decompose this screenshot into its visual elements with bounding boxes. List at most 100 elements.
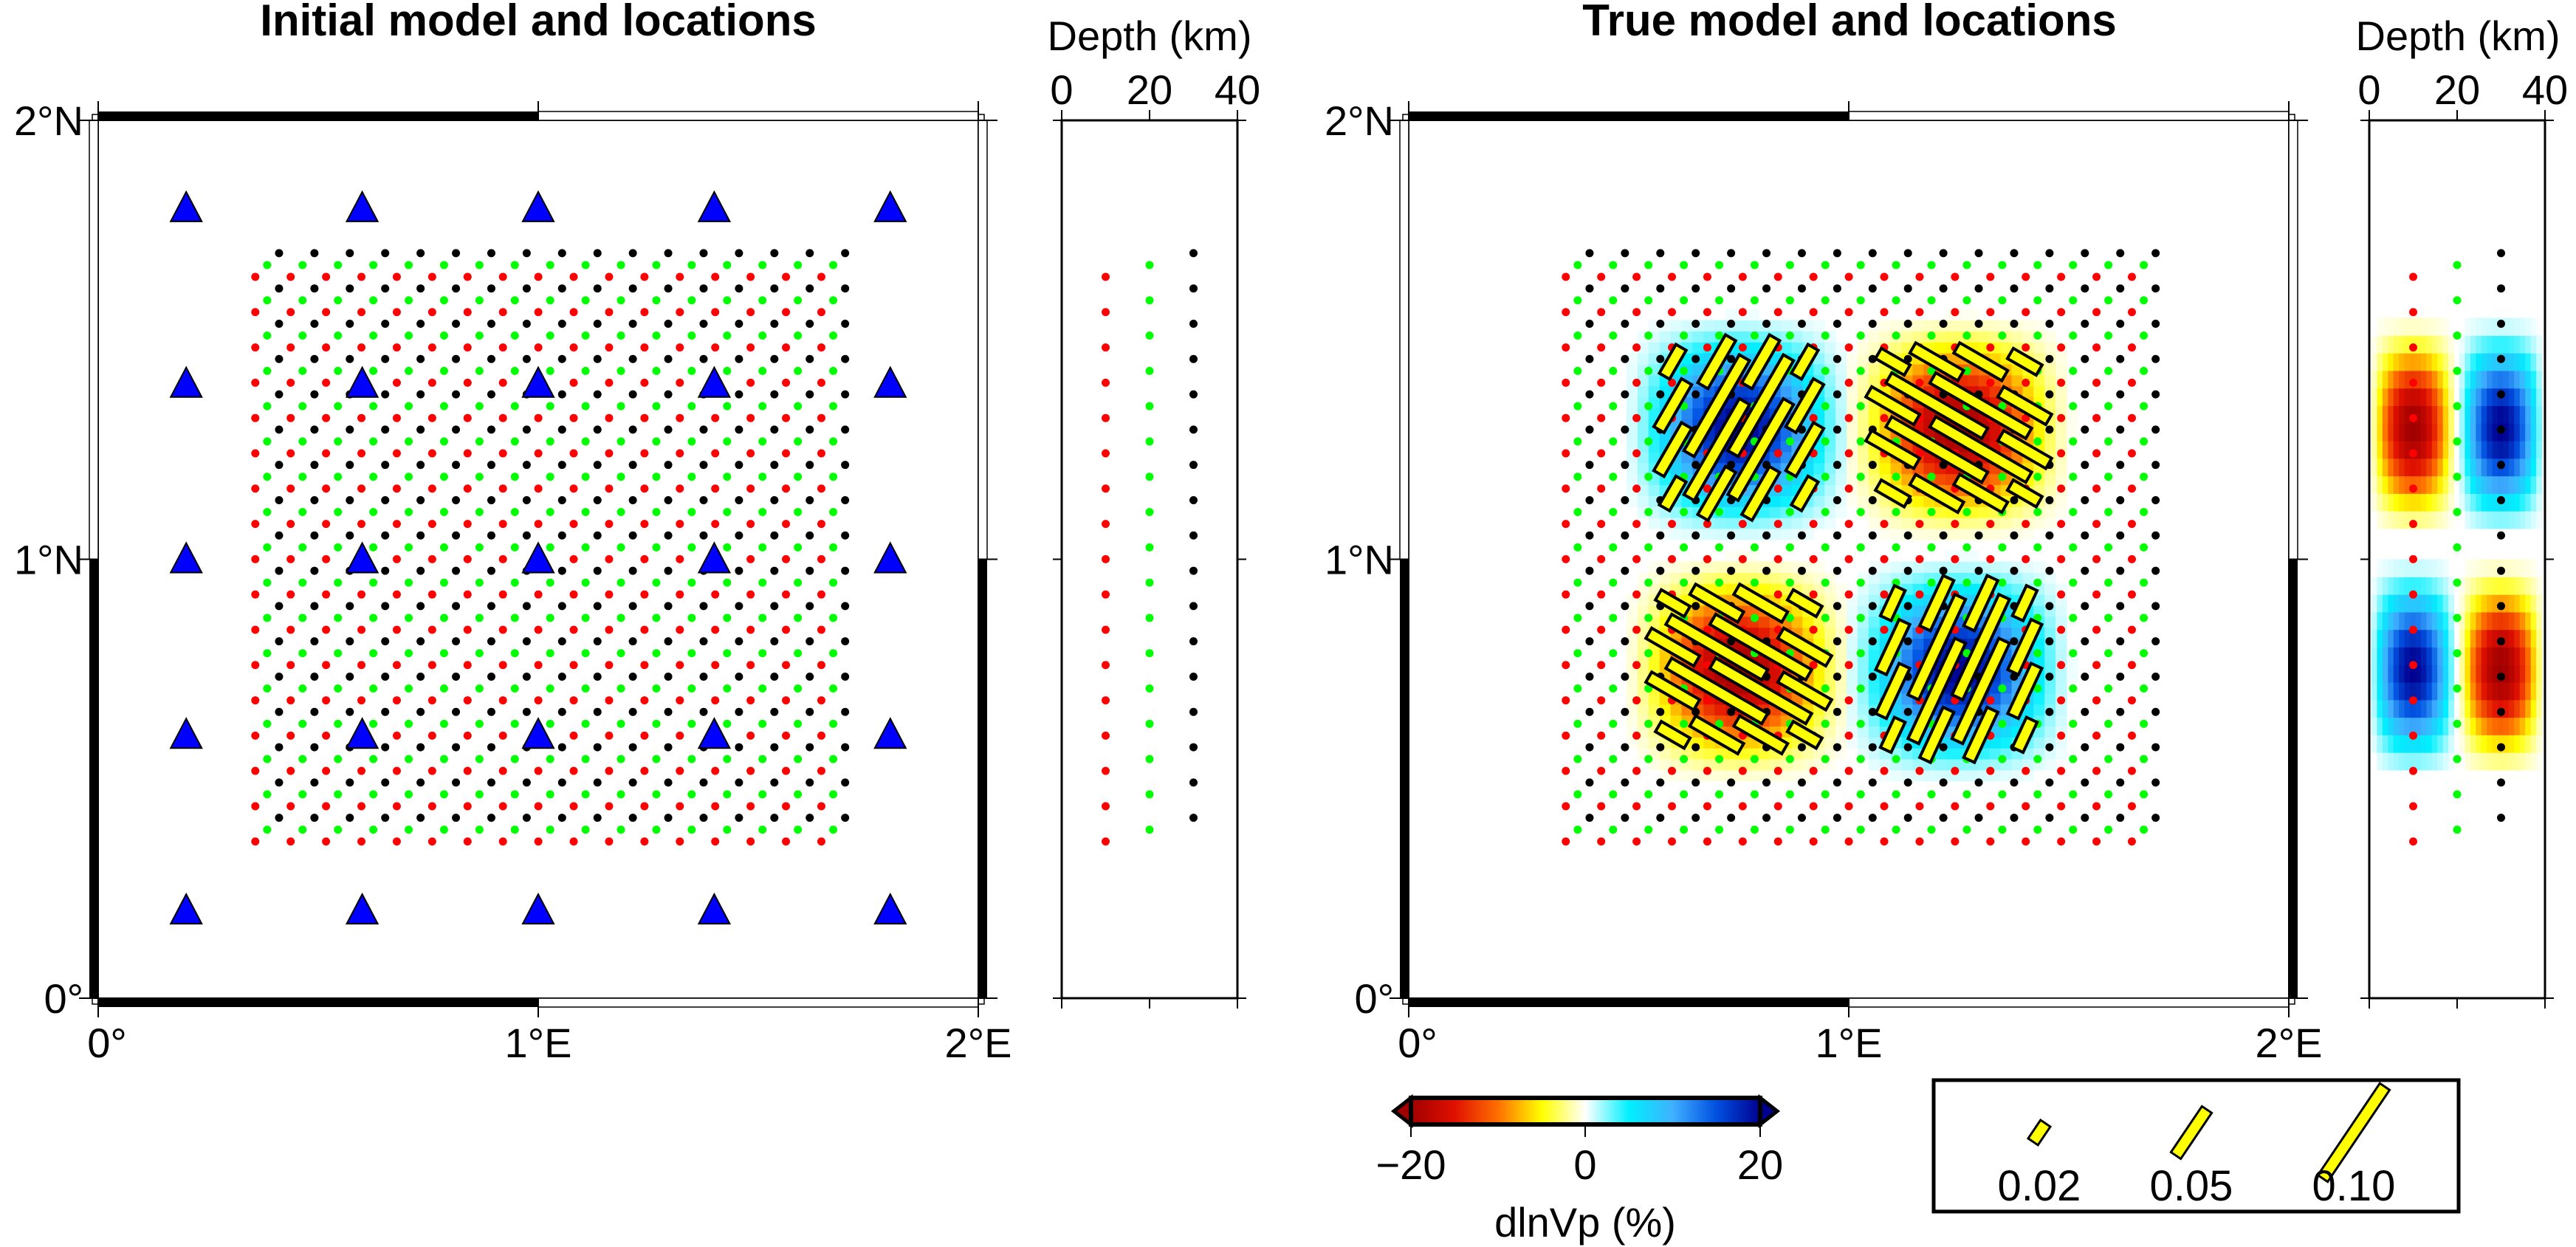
event-red-dot	[782, 378, 791, 387]
event-black-dot	[806, 425, 814, 434]
depth-model-cell	[2508, 647, 2515, 665]
event-red-dot	[322, 554, 331, 563]
event-black-dot	[1903, 743, 1912, 752]
depth-model-cell	[2508, 317, 2515, 336]
depth-model-cell	[2498, 511, 2504, 529]
depth-model-cell	[2498, 335, 2504, 354]
model-cell	[2067, 408, 2078, 419]
left-depth-tick-label: 40	[1215, 66, 1260, 113]
event-green-dot	[1644, 719, 1653, 728]
event-black-dot	[1621, 637, 1629, 646]
depth-model-cell	[2514, 335, 2521, 354]
model-cell	[1912, 605, 1924, 617]
event-black-dot	[699, 461, 708, 470]
depth-model-cell	[2431, 388, 2438, 407]
depth-model-cell	[2492, 717, 2498, 735]
event-red-dot	[1880, 413, 1889, 422]
event-red-dot	[251, 378, 260, 387]
depth-event-black-dot	[2497, 602, 2505, 611]
event-red-dot	[1986, 343, 1995, 352]
depth-model-cell	[2487, 681, 2493, 701]
event-red-dot	[817, 696, 825, 705]
model-cell	[1824, 726, 1836, 738]
anisotropy-bar	[1663, 656, 1770, 726]
event-red-dot	[711, 520, 720, 529]
event-green-dot	[2069, 684, 2078, 693]
depth-model-cell	[2503, 458, 2510, 477]
legend-label-1: 0.05	[2150, 1162, 2233, 1210]
depth-model-cell	[2377, 370, 2383, 389]
depth-model-cell	[2442, 559, 2449, 577]
event-green-dot	[758, 790, 767, 799]
anisotropy-bar	[1663, 612, 1770, 682]
event-red-dot	[782, 766, 791, 775]
event-green-dot	[1998, 296, 2007, 305]
model-cell	[1692, 363, 1704, 376]
event-black-dot	[487, 390, 495, 399]
event-green-dot	[1644, 473, 1653, 481]
depth-model-cell	[2437, 317, 2444, 336]
event-red-dot	[1951, 554, 1960, 563]
event-black-dot	[1621, 390, 1629, 399]
depth-model-cell	[2508, 611, 2515, 631]
depth-model-cell	[2437, 577, 2444, 595]
event-black-dot	[452, 778, 461, 787]
legend-bar-0.02	[2026, 1119, 2053, 1147]
model-cell	[1912, 572, 1924, 584]
depth-model-cell	[2431, 423, 2438, 442]
depth-model-cell	[2519, 493, 2526, 512]
event-green-dot	[687, 578, 696, 587]
model-cell	[1989, 331, 2002, 343]
event-red-dot	[1880, 802, 1889, 811]
depth-model-cell	[2410, 647, 2417, 665]
depth-model-cell	[2437, 681, 2444, 701]
event-green-dot	[1785, 755, 1794, 763]
model-cell	[1692, 518, 1704, 529]
event-black-dot	[2081, 814, 2089, 822]
event-black-dot	[2081, 672, 2089, 681]
event-black-dot	[416, 637, 425, 646]
event-green-dot	[475, 649, 484, 658]
event-green-dot	[581, 614, 590, 622]
event-red-dot	[322, 766, 331, 775]
event-green-dot	[369, 649, 378, 658]
event-green-dot	[439, 614, 448, 622]
event-green-dot	[1962, 578, 1971, 587]
depth-event-black-dot	[1189, 284, 1198, 293]
depth-model-cell	[2476, 752, 2482, 771]
event-green-dot	[829, 614, 838, 622]
depth-model-cell	[2420, 317, 2427, 336]
depth-model-cell	[2393, 370, 2400, 389]
event-green-dot	[829, 719, 838, 728]
depth-model-cell	[2426, 577, 2433, 595]
event-red-dot	[286, 766, 295, 775]
depth-model-cell	[2410, 681, 2417, 701]
depth-model-cell	[2377, 717, 2383, 735]
event-black-dot	[1727, 778, 1736, 787]
depth-model-cell	[2426, 699, 2433, 718]
depth-model-cell	[2481, 594, 2487, 613]
depth-model-cell	[2420, 511, 2427, 529]
event-green-dot	[687, 790, 696, 799]
event-red-dot	[1562, 413, 1570, 422]
event-green-dot	[758, 366, 767, 375]
event-red-dot	[605, 661, 614, 670]
depth-model-cell	[2519, 511, 2526, 529]
depth-model-cell	[2465, 511, 2471, 529]
event-green-dot	[616, 508, 625, 517]
event-red-dot	[534, 484, 543, 493]
event-black-dot	[628, 284, 637, 293]
event-black-dot	[1621, 249, 1629, 258]
depth-model-cell	[2459, 353, 2466, 371]
event-black-dot	[416, 319, 425, 328]
event-red-dot	[2127, 520, 2136, 529]
depth-model-cell	[2503, 629, 2510, 647]
depth-model-cell	[2382, 664, 2388, 683]
depth-event-black-dot	[2497, 814, 2505, 822]
event-red-dot	[1844, 449, 1853, 458]
event-red-dot	[322, 696, 331, 705]
depth-model-cell	[2481, 423, 2487, 442]
event-green-dot	[2033, 790, 2042, 799]
model-cell	[1627, 737, 1638, 749]
model-cell	[1659, 342, 1672, 354]
